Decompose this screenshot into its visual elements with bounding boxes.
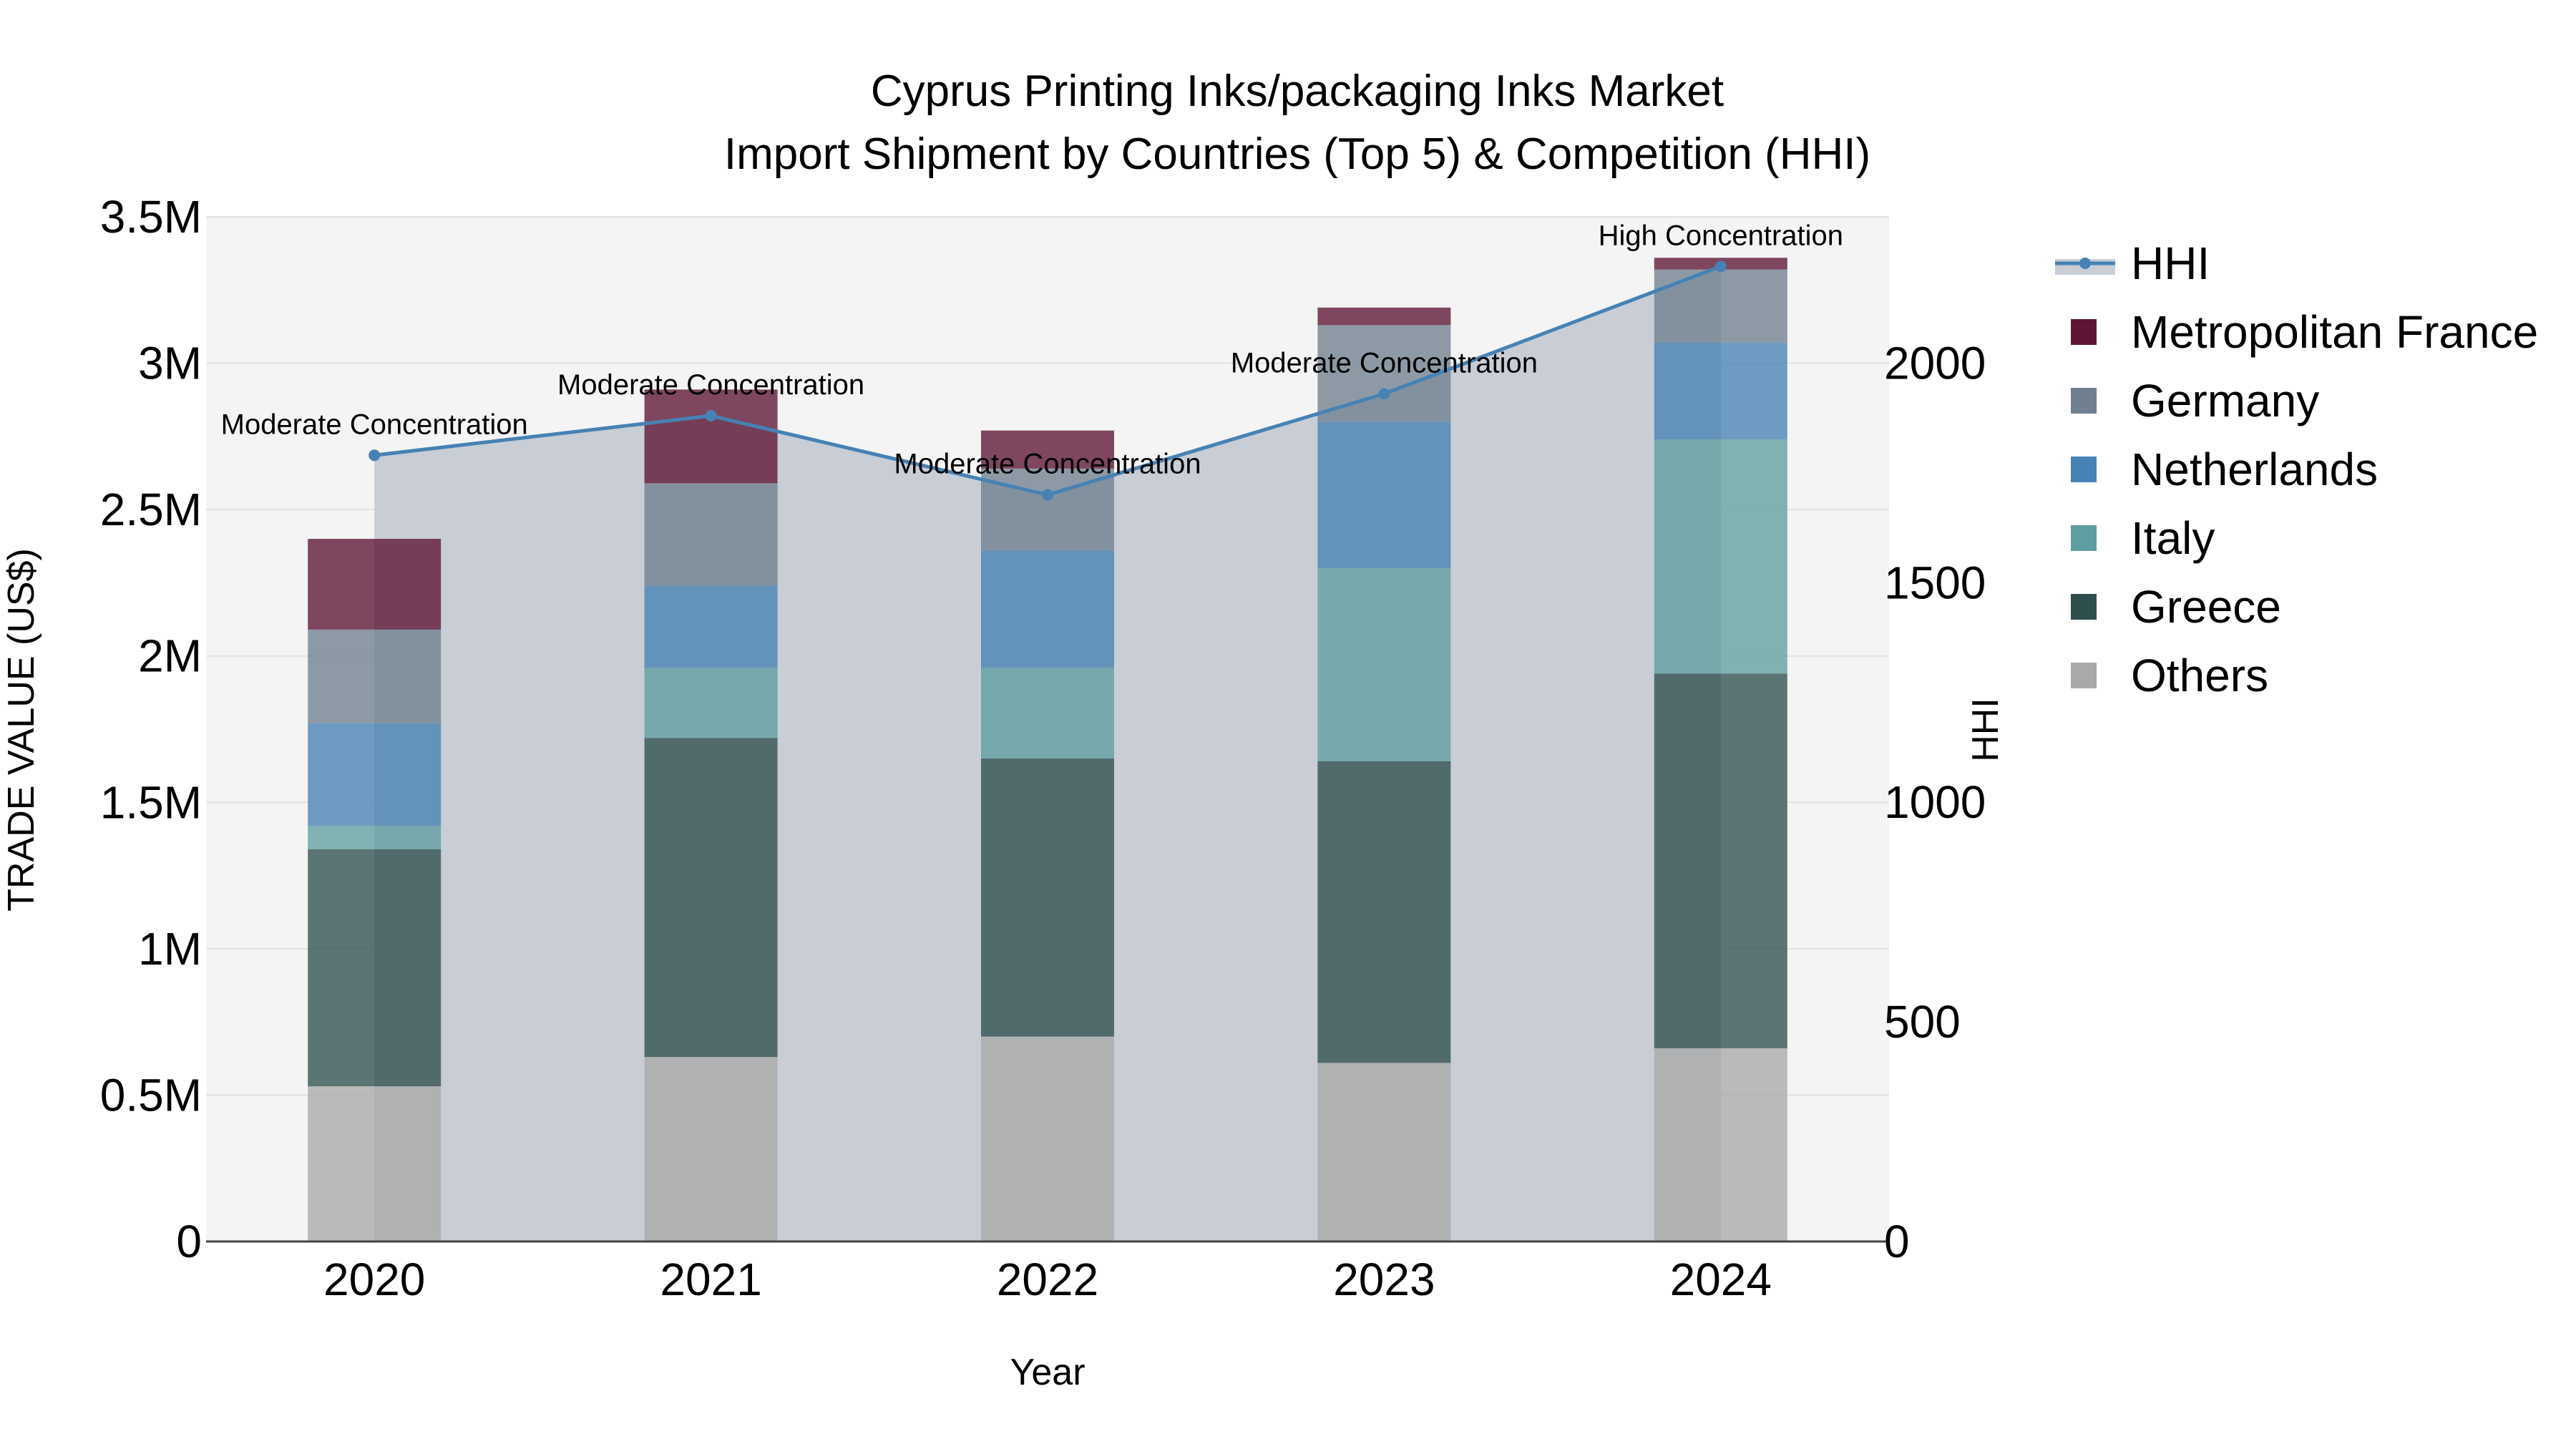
y-tick-label: 1M [138, 923, 202, 975]
bar-segment [1317, 307, 1451, 326]
bar-segment [1317, 421, 1451, 568]
y-tick-label: 0.5M [100, 1069, 202, 1121]
bar-segment [981, 668, 1114, 758]
bar-segment [644, 585, 778, 668]
hhi-point [369, 449, 381, 462]
y-tick-label: 0 [176, 1216, 202, 1267]
bar-segment [1317, 567, 1451, 762]
legend-label[interactable]: Netherlands [2131, 444, 2378, 495]
bar-segment [1317, 1063, 1451, 1241]
hhi-annotation: Moderate Concentration [557, 369, 864, 401]
bar-segment [308, 1086, 441, 1241]
bar-segment [308, 629, 441, 723]
legend-label[interactable]: HHI [2131, 238, 2210, 289]
bar-segment [308, 849, 441, 1087]
y-axis-ticks: 0 0.5M 1M 1.5M 2M 2.5M 3M 3.5M [100, 191, 202, 1267]
x-tick-label: 2021 [660, 1254, 761, 1305]
y2-tick-label: 2000 [1884, 337, 1986, 389]
bar-segment [981, 758, 1114, 1037]
bar-segment [981, 550, 1114, 668]
y-tick-label: 2M [138, 630, 202, 682]
y-tick-label: 1.5M [100, 776, 202, 828]
hhi-annotation: Moderate Concentration [894, 449, 1201, 480]
y2-tick-label: 0 [1884, 1216, 1910, 1267]
x-axis-ticks: 2020 2021 2022 2023 2024 [323, 1254, 1772, 1305]
bar-segment [1654, 269, 1787, 343]
bar-segment [981, 1036, 1114, 1241]
legend-swatch [2071, 388, 2097, 414]
x-tick-label: 2023 [1333, 1254, 1435, 1305]
x-tick-label: 2024 [1670, 1254, 1772, 1305]
hhi-point [1042, 489, 1053, 501]
legend-swatch [2071, 457, 2097, 482]
bar-segment [644, 1057, 778, 1241]
legend-label[interactable]: Italy [2131, 512, 2215, 564]
y-tick-label: 2.5M [100, 484, 202, 535]
legend-swatch [2071, 594, 2097, 620]
legend-label[interactable]: Metropolitan France [2131, 306, 2538, 358]
hhi-point [705, 410, 717, 422]
y-axis-title: TRADE VALUE (US$) [1, 548, 42, 912]
hhi-annotation: High Concentration [1599, 220, 1843, 251]
bar-segment [644, 389, 778, 484]
legend-label[interactable]: Germany [2131, 375, 2319, 426]
x-tick-label: 2022 [997, 1254, 1098, 1305]
bar-segment [308, 723, 441, 826]
y2-tick-label: 1000 [1884, 776, 1986, 828]
legend-swatch-hhi-marker [2079, 258, 2091, 269]
y-tick-label: 3M [138, 338, 202, 389]
hhi-point [1378, 388, 1390, 400]
legend-swatch [2071, 319, 2097, 345]
chart-title-line2: Import Shipment by Countries (Top 5) & C… [724, 130, 1870, 179]
legend-label[interactable]: Others [2131, 650, 2268, 701]
hhi-annotation: Moderate Concentration [1231, 347, 1538, 379]
legend-swatch [2071, 663, 2097, 688]
bar-segment [644, 738, 778, 1058]
bar-segment [981, 430, 1114, 469]
y2-tick-label: 500 [1884, 996, 1961, 1048]
hhi-annotation: Moderate Concentration [221, 409, 528, 440]
bar-segment [644, 668, 778, 738]
bar-segment [1654, 342, 1787, 439]
hhi-line-layer [369, 260, 1727, 501]
x-axis-title: Year [1010, 1352, 1085, 1393]
bar-segment [1654, 1048, 1787, 1241]
bar-segment [1654, 439, 1787, 674]
y2-axis-ticks: 0 500 1000 1500 2000 [1884, 337, 1986, 1267]
bars-layer [308, 258, 1787, 1241]
legend: HHI Metropolitan France Germany Netherlands… [2055, 238, 2538, 701]
legend-swatch [2071, 525, 2097, 551]
bar-segment [1654, 673, 1787, 1048]
y-tick-label: 3.5M [100, 191, 202, 243]
bar-segment [308, 539, 441, 630]
chart-title-line1: Cyprus Printing Inks/packaging Inks Mark… [871, 67, 1724, 116]
bar-segment [1317, 761, 1451, 1063]
y2-axis-title: HHI [1965, 698, 2006, 762]
x-tick-label: 2020 [323, 1254, 425, 1305]
bar-segment [644, 483, 778, 586]
legend-label[interactable]: Greece [2131, 581, 2281, 633]
y2-tick-label: 1500 [1884, 557, 1986, 608]
bar-segment [308, 826, 441, 849]
hhi-point [1714, 260, 1727, 273]
hhi-annotations: Moderate Concentration Moderate Concentra… [221, 220, 1843, 479]
